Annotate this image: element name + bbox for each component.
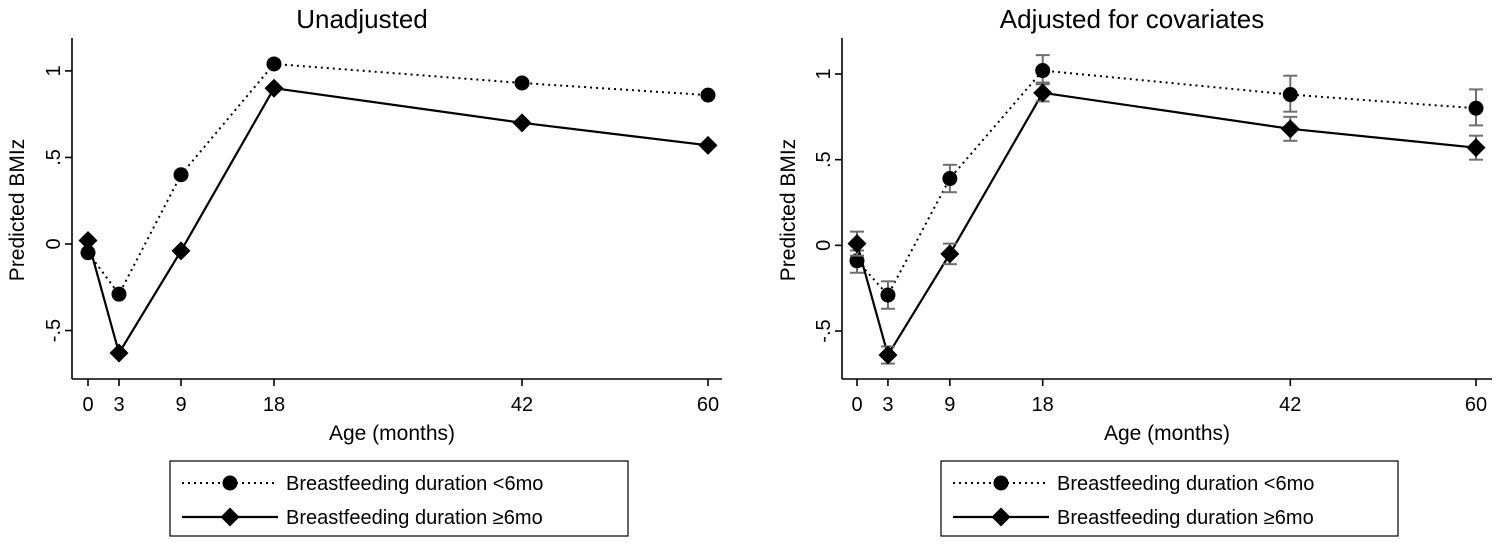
data-point-circle — [266, 56, 282, 72]
y-tick-label: .5 — [43, 149, 65, 166]
series-line-2 — [855, 91, 1477, 358]
chart-title: Adjusted for covariates — [1000, 4, 1264, 34]
series-line-2 — [86, 87, 709, 356]
x-tick-label: 60 — [1465, 394, 1487, 416]
data-point-circle — [942, 171, 958, 187]
chart-title: Unadjusted — [296, 4, 428, 34]
data-point-diamond — [78, 231, 98, 251]
series-line-1 — [87, 62, 709, 297]
y-axis-label: Predicted BMIz — [6, 139, 29, 281]
data-point-circle — [514, 75, 530, 91]
data-point-diamond — [847, 234, 867, 254]
x-tick-label: 3 — [882, 394, 893, 416]
data-point-diamond — [109, 343, 129, 363]
x-tick-label: 0 — [851, 394, 862, 416]
legend-marker-diamond — [991, 507, 1011, 527]
legend-label-1: Breastfeeding duration <6mo — [286, 473, 543, 495]
x-axis-label: Age (months) — [329, 422, 455, 445]
data-point-diamond — [264, 78, 284, 98]
series-2 — [847, 83, 1486, 365]
y-tick-label: -.5 — [813, 319, 835, 342]
y-tick-label: 0 — [43, 238, 65, 249]
legend-marker-circle — [993, 475, 1009, 491]
legend-box — [169, 460, 629, 537]
legend-label-2: Breastfeeding duration ≥6mo — [1057, 507, 1314, 529]
data-point-diamond — [1466, 138, 1486, 158]
series-1 — [849, 54, 1484, 310]
chart-panel-2: Adjusted for covariates-.50.510 3 9 18 42 60A… — [777, 4, 1492, 537]
y-axis-label: Predicted BMIz — [777, 139, 800, 281]
x-tick-label: 18 — [263, 394, 285, 416]
data-point-diamond — [878, 345, 898, 365]
y-tick-label: .5 — [813, 151, 835, 168]
data-point-circle — [1468, 100, 1484, 116]
y-tick-label: 1 — [43, 65, 65, 76]
x-tick-label: 3 — [113, 394, 124, 416]
data-point-circle — [700, 87, 716, 103]
data-point-diamond — [940, 244, 960, 264]
x-tick-label: 9 — [944, 394, 955, 416]
x-tick-label: 42 — [511, 394, 533, 416]
x-tick-label: 0 — [82, 394, 93, 416]
x-tick-label: 18 — [1032, 394, 1054, 416]
x-tick-label: 60 — [697, 394, 719, 416]
data-point-diamond — [1033, 83, 1053, 103]
legend: Breastfeeding duration <6mo Breastfeeding… — [940, 460, 1399, 537]
legend-marker-circle — [222, 475, 238, 491]
data-point-diamond — [698, 135, 718, 155]
series-2 — [78, 78, 718, 363]
data-point-diamond — [512, 113, 532, 133]
data-point-circle — [1282, 87, 1298, 103]
data-point-circle — [880, 287, 896, 303]
series-1 — [80, 56, 716, 302]
legend: Breastfeeding duration <6mo Breastfeeding… — [169, 460, 629, 537]
legend-marker-diamond — [220, 507, 240, 527]
data-point-diamond — [1280, 119, 1300, 139]
y-tick-label: 1 — [813, 68, 835, 79]
data-point-circle — [173, 167, 189, 183]
y-tick-label: -.5 — [43, 319, 65, 342]
legend-label-2: Breastfeeding duration ≥6mo — [286, 507, 543, 529]
x-tick-label: 42 — [1279, 394, 1301, 416]
data-point-circle — [1035, 63, 1051, 79]
legend-box — [940, 460, 1399, 537]
series-line-1 — [856, 69, 1477, 297]
x-tick-label: 9 — [175, 394, 186, 416]
legend-label-1: Breastfeeding duration <6mo — [1057, 473, 1314, 495]
x-axis-label: Age (months) — [1104, 422, 1230, 445]
data-point-diamond — [171, 241, 191, 261]
y-tick-label: 0 — [813, 240, 835, 251]
data-point-circle — [111, 286, 127, 302]
